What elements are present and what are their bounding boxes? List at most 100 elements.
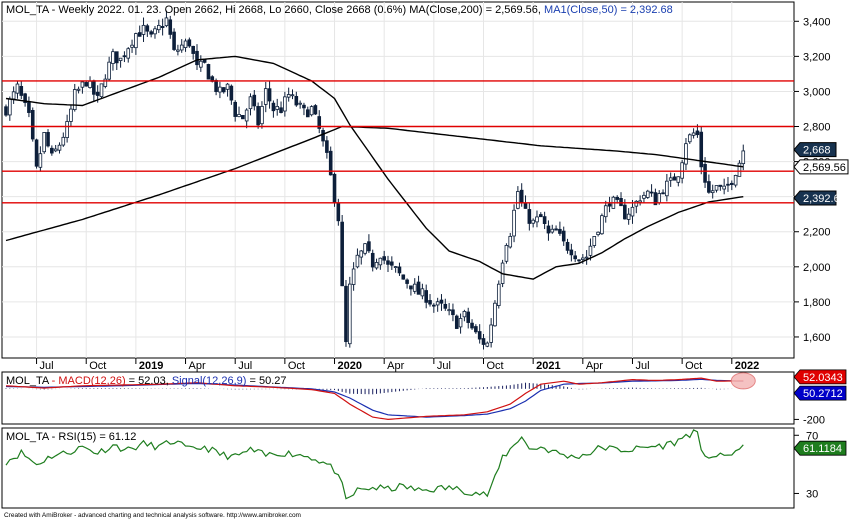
- value-label-box: [793, 142, 837, 158]
- x-tick-label: Jul: [437, 360, 451, 372]
- value-label-text: 2,569.56: [803, 162, 846, 174]
- candle-body: [412, 283, 417, 292]
- candle-body: [95, 91, 100, 96]
- candle-body: [279, 107, 283, 113]
- candle-body: [619, 198, 623, 207]
- candle-body: [4, 106, 8, 116]
- candle-body: [676, 176, 681, 183]
- candle-body: [382, 256, 386, 261]
- candle-body: [252, 94, 257, 107]
- candle-body: [275, 106, 280, 110]
- candle-body: [512, 209, 516, 237]
- candle-body: [462, 311, 467, 318]
- candle-body: [80, 81, 85, 88]
- candle-body: [458, 318, 463, 328]
- candle-body: [726, 183, 730, 186]
- candle-body: [707, 181, 711, 193]
- candle-body: [596, 231, 600, 236]
- candle-body: [42, 132, 46, 153]
- candle-body: [363, 243, 367, 254]
- price-tick-label: 1,800: [803, 297, 831, 309]
- candle-body: [645, 190, 650, 198]
- candle-body: [550, 228, 555, 233]
- candle-body: [493, 302, 497, 327]
- candle-body: [283, 96, 287, 112]
- candle-body: [50, 147, 54, 154]
- candle-body: [508, 235, 513, 248]
- candle-body: [30, 110, 35, 140]
- price-title-ticker: MOL_TA: [6, 4, 50, 16]
- candle-body: [592, 236, 597, 246]
- price-grid: [2, 2, 794, 358]
- candle-body: [435, 301, 440, 306]
- candle-body: [519, 189, 524, 203]
- candle-body: [325, 140, 329, 153]
- candle-body: [294, 95, 299, 106]
- candle-body: [554, 228, 558, 231]
- candle-body: [542, 216, 547, 224]
- candle-body: [313, 105, 318, 115]
- candle-body: [130, 44, 134, 48]
- candle-body: [8, 98, 12, 116]
- candle-body: [160, 26, 165, 29]
- candle-body: [309, 106, 314, 116]
- candle-body: [420, 288, 425, 297]
- candle-body: [626, 213, 631, 220]
- candle-body: [359, 250, 364, 258]
- price-title-ma200: MA(Close,200) = 2,569.56,: [409, 4, 541, 16]
- candle-body: [546, 225, 551, 234]
- candle-body: [642, 194, 646, 199]
- candle-body: [684, 143, 688, 165]
- candle-body: [19, 85, 24, 96]
- rsi-line: [5, 429, 744, 500]
- candle-body: [221, 87, 226, 93]
- candle-body: [321, 130, 325, 142]
- rsi-panel-frame: [1, 427, 795, 509]
- candle-body: [156, 25, 161, 31]
- candle-body: [714, 185, 719, 191]
- candle-body: [241, 115, 245, 120]
- x-tick-label: 2021: [536, 360, 560, 372]
- candle-body: [737, 162, 742, 177]
- candle-body: [225, 83, 230, 90]
- candle-body: [447, 309, 451, 312]
- candle-body: [432, 304, 436, 307]
- macd-title-signal-value: = 50.27: [246, 375, 286, 387]
- price-value-labels: 2,668 2,569.56 2,392.68: [793, 142, 849, 206]
- rsi-title: MOL_TA - RSI(15) = 61.12: [6, 431, 136, 443]
- candle-body: [286, 94, 291, 98]
- candle-body: [496, 283, 501, 306]
- candle-body: [53, 148, 58, 152]
- candle-body: [328, 150, 333, 176]
- candle-body: [290, 94, 295, 97]
- footer-text: Created with AmiBroker - advanced charti…: [4, 512, 301, 519]
- signal-line: [5, 378, 744, 418]
- candle-body: [573, 255, 577, 260]
- x-tick-label: 2020: [338, 360, 362, 372]
- candle-body: [577, 259, 581, 262]
- candle-body: [244, 109, 249, 122]
- candle-body: [699, 131, 704, 168]
- candle-body: [649, 191, 654, 194]
- x-tick-label: Apr: [189, 360, 206, 372]
- rsi-value-label-box: [793, 440, 847, 456]
- candle-body: [527, 209, 532, 224]
- candle-body: [332, 173, 337, 203]
- candle-body: [191, 45, 195, 54]
- macd-panel-frame: [1, 371, 795, 425]
- candle-body: [558, 228, 562, 234]
- rsi-y-ticks: 70 30: [794, 430, 818, 500]
- candle-body: [703, 164, 707, 183]
- price-tick-label: 3,000: [803, 86, 831, 98]
- candle-body: [317, 116, 322, 129]
- macd-value-label-text: 50.2712: [803, 388, 843, 400]
- price-candles: [4, 10, 746, 350]
- candle-body: [149, 31, 153, 35]
- candle-body: [34, 139, 39, 167]
- candle-body: [378, 257, 383, 266]
- candle-body: [481, 338, 486, 345]
- candle-body: [661, 192, 665, 195]
- candle-body: [623, 204, 627, 220]
- candle-body: [145, 25, 150, 32]
